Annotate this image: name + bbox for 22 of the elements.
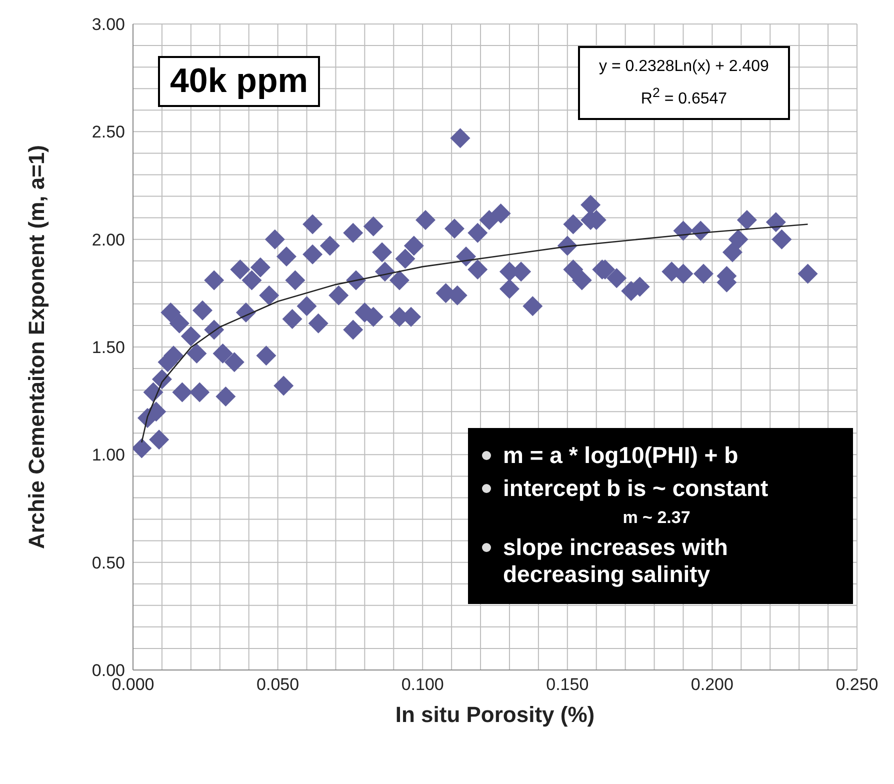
annotation: slope increases with decreasing salinity	[503, 534, 729, 588]
x-tick-label: 0.250	[836, 675, 878, 694]
y-tick-label: 0.50	[92, 553, 125, 572]
annotation: R$^{2}$ = 0.6547	[640, 84, 728, 110]
y-axis-title: Archie Cementaiton Exponent (m, a=1)	[24, 144, 49, 550]
annotation: m = a * log10(PHI) + b	[503, 442, 738, 469]
x-tick-label: 0.150	[546, 675, 589, 694]
y-tick-label: 2.00	[92, 230, 125, 250]
y-tick-label: 2.50	[92, 122, 125, 142]
x-tick-label: 0.100	[401, 675, 444, 694]
annotation: intercept b is ~ constant	[503, 475, 768, 502]
x-tick-label: 0.050	[256, 675, 300, 694]
x-axis-title: In situ Porosity (%)	[395, 702, 595, 727]
annotation: m ~ 2.37	[622, 508, 692, 528]
x-tick-label: 0.200	[690, 675, 734, 694]
y-tick-label: 3.00	[92, 15, 125, 34]
x-tick-label: 0.000	[112, 675, 154, 694]
y-tick-label: 1.00	[92, 446, 125, 465]
y-tick-label: 1.50	[92, 338, 125, 358]
label-box: 40k ppm	[158, 56, 320, 107]
annotation: y = 0.2328Ln(x) + 2.409	[598, 57, 770, 77]
equation-box: y = 0.2328Ln(x) + 2.409 R$^{2}$ = 0.6547	[578, 46, 790, 120]
